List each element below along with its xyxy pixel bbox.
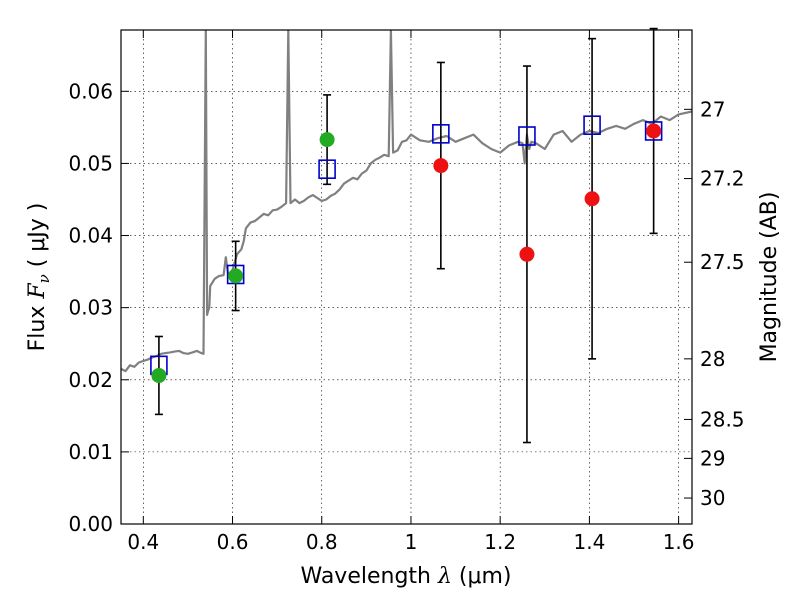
measurement-point (646, 123, 662, 139)
y-ticks: 0.00 0.01 0.02 0.03 0.04 0.05 0.06 (68, 79, 129, 536)
detection-point (319, 132, 335, 148)
measurement-point (519, 246, 535, 262)
x-tick-label: 1 (405, 530, 418, 554)
y-tick-label: 0.04 (68, 224, 113, 248)
detection-point (151, 367, 167, 383)
model-square (518, 126, 536, 146)
right-tick-label: 27.5 (700, 250, 745, 274)
y-tick-label: 0.00 (68, 512, 113, 536)
model-square (644, 121, 663, 141)
x-tick-label: 0.8 (306, 530, 338, 554)
model-photometry-points (150, 115, 663, 376)
detection-point (228, 268, 244, 284)
y-tick-label: 0.03 (68, 296, 113, 320)
right-tick-label: 28.5 (700, 407, 745, 431)
x-tick-label: 1.6 (663, 530, 695, 554)
y-tick-label: 0.05 (68, 151, 113, 175)
y-tick-label: 0.06 (68, 79, 113, 103)
measured-points (151, 123, 662, 383)
spectrum-layer (121, 30, 692, 373)
x-axis-label: Wavelength λ (μm) (300, 564, 511, 589)
right-tick-label: 27 (700, 97, 725, 121)
right-tick-label: 29 (700, 446, 725, 470)
right-tick-label: 30 (700, 486, 725, 510)
right-ticks: 27 27.2 27.5 28 28.5 29 30 (684, 97, 745, 510)
spectrum-line (121, 30, 692, 373)
y-tick-label: 0.02 (68, 368, 113, 392)
model-square (318, 159, 336, 179)
x-tick-label: 0.6 (217, 530, 249, 554)
right-tick-label: 28 (700, 347, 725, 371)
x-tick-label: 0.4 (127, 530, 159, 554)
plot-frame (120, 29, 693, 525)
y-axis-label: Flux Fν ( μJy ) (25, 203, 53, 352)
measurement-point (584, 191, 600, 207)
right-tick-label: 27.2 (700, 167, 745, 191)
y-tick-label: 0.01 (68, 440, 113, 464)
x-ticks: 0.4 0.6 0.8 1 1.2 1.4 1.6 (127, 30, 695, 554)
right-axis-label: Magnitude (AB) (757, 192, 782, 363)
measurement-point (433, 158, 449, 174)
model-square (226, 264, 245, 285)
model-square (432, 124, 450, 144)
model-square (583, 115, 601, 135)
x-tick-label: 1.4 (573, 530, 605, 554)
x-tick-label: 1.2 (484, 530, 516, 554)
